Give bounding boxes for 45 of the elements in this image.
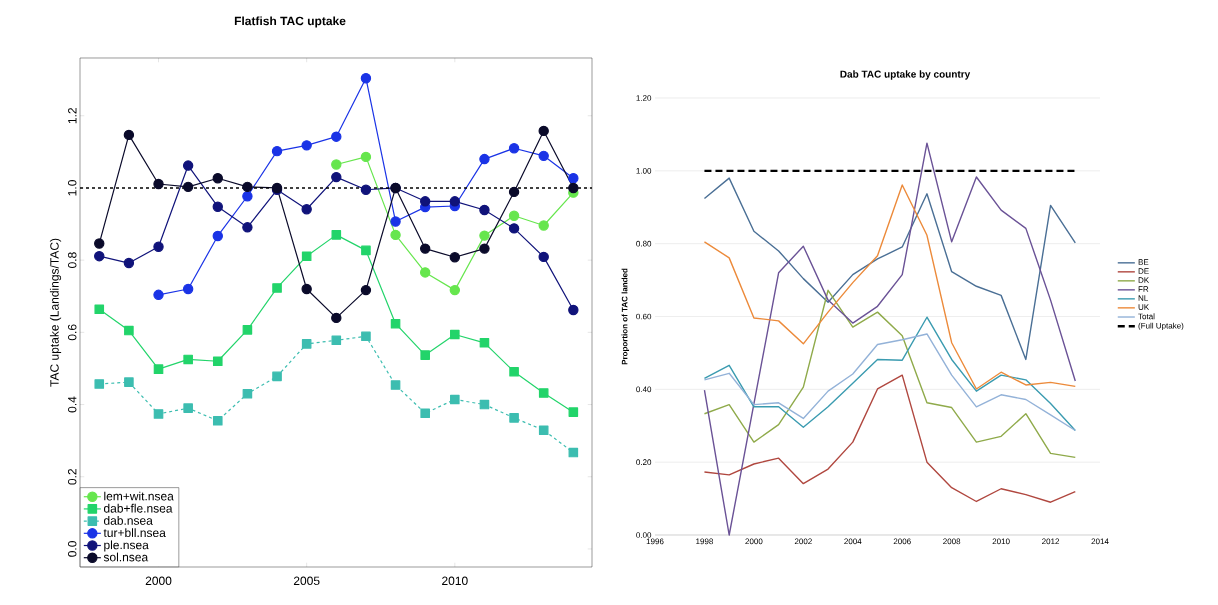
legend-label: tur+bll.nsea <box>103 528 166 538</box>
x-tick-label: 2008 <box>943 538 961 545</box>
legend-label: NL <box>1138 295 1148 301</box>
legend-label: BE <box>1138 259 1149 265</box>
y-tick-label: 0.2 <box>67 469 77 485</box>
legend-label: dab+fle.nsea <box>103 503 173 513</box>
x-tick-label: 2000 <box>145 576 172 586</box>
y-tick-label: 1.2 <box>68 108 77 124</box>
x-tick-label: 1998 <box>696 538 713 545</box>
legend-label: FR <box>1138 286 1149 292</box>
legend-label: DK <box>1138 277 1150 283</box>
x-tick-label: 1996 <box>646 538 664 545</box>
y-tick-label: 1.20 <box>636 95 652 101</box>
y-tick-label: 1.00 <box>636 168 652 174</box>
x-tick-label: 2012 <box>1042 538 1060 545</box>
y-tick-label: 0.40 <box>636 386 652 393</box>
y-tick-label: 1.0 <box>67 180 77 196</box>
y-tick-label: 0.00 <box>636 532 652 538</box>
legend-label: sol.nsea <box>103 552 149 562</box>
x-tick-label: 2005 <box>293 576 320 586</box>
x-tick-label: 2010 <box>992 538 1010 545</box>
y-tick-label: 0.4 <box>67 396 77 413</box>
legend-label: ple.nsea <box>104 540 149 552</box>
y-tick-label: 0.8 <box>67 252 77 269</box>
legend-label: UK <box>1138 304 1150 310</box>
y-tick-label: 0.20 <box>636 459 652 465</box>
y-tick-label: 0.60 <box>636 313 652 320</box>
legend-label: (Full Uptake) <box>1138 322 1184 331</box>
legend-label: lem+wit.nsea <box>104 491 174 501</box>
y-tick-label: 0.6 <box>67 324 77 341</box>
y-tick-label: 0.0 <box>67 541 77 557</box>
y-axis-title: TAC uptake (Landings/TAC) <box>49 238 62 387</box>
legend-label: DE <box>1138 268 1149 274</box>
chart-title: Dab TAC uptake by country <box>840 70 971 80</box>
y-axis-title: Proportion of TAC landed <box>621 268 630 365</box>
x-tick-label: 2002 <box>794 538 812 545</box>
y-tick-label: 0.80 <box>636 240 652 247</box>
x-tick-label: 2010 <box>442 576 468 586</box>
x-tick-label: 2014 <box>1091 538 1109 545</box>
x-tick-label: 2004 <box>844 538 862 545</box>
chart-title: Flatfish TAC uptake <box>234 16 346 28</box>
legend-label: Total <box>1138 313 1155 320</box>
x-tick-label: 2006 <box>893 538 911 545</box>
legend-label: dab.nsea <box>103 516 153 525</box>
x-tick-label: 2000 <box>745 538 763 545</box>
